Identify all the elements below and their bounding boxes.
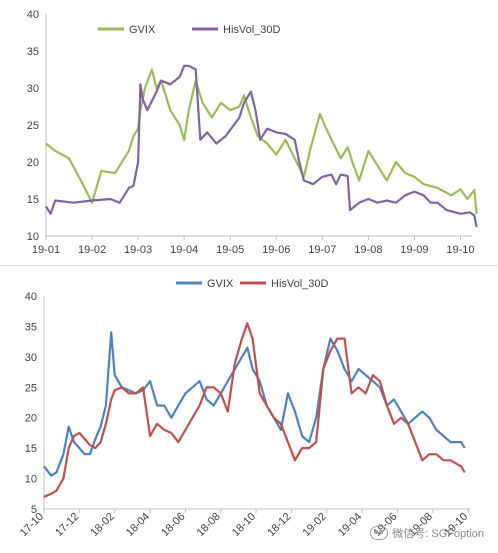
x-tick-label: 19-05 xyxy=(216,244,244,256)
watermark: 微信号: SGFoption xyxy=(370,525,484,541)
y-tick-label: 5 xyxy=(31,504,37,516)
y-tick-label: 15 xyxy=(25,443,37,455)
x-tick-label: 18-10 xyxy=(230,511,258,539)
x-tick-label: 17-12 xyxy=(53,511,81,539)
y-tick-label: 30 xyxy=(25,352,37,364)
x-tick-label: 18-02 xyxy=(88,511,116,539)
chart-bottom: 5 10 15 20 25 30 35 40 17-10 17-12 18-02 18-04 18-06… xyxy=(0,266,498,553)
watermark-text: 微信号: SGFoption xyxy=(392,528,484,540)
x-tick-label: 19-10 xyxy=(446,244,474,256)
x-tick-label: 19-01 xyxy=(32,244,60,256)
y-tick-label: 30 xyxy=(27,83,39,95)
series-line-hisvol-30d xyxy=(43,322,466,498)
y-tick-label: 35 xyxy=(27,46,39,58)
series-line-hisvol-30d xyxy=(45,64,478,228)
x-tick-label: 18-08 xyxy=(195,511,223,539)
series-line-gvix xyxy=(45,68,478,214)
x-tick-label: 19-07 xyxy=(308,244,336,256)
x-tick-label: 19-02 xyxy=(301,511,329,539)
y-tick-label: 20 xyxy=(27,157,39,169)
x-tick-label: 19-06 xyxy=(262,244,290,256)
x-tick-label: 19-03 xyxy=(124,244,152,256)
x-tick-label: 18-06 xyxy=(159,511,187,539)
y-tick-label: 40 xyxy=(25,291,37,303)
y-tick-label: 35 xyxy=(25,321,37,333)
y-tick-label: 10 xyxy=(25,474,37,486)
legend-label: HisVol_30D xyxy=(271,278,329,290)
y-tick-label: 25 xyxy=(25,382,37,394)
series-line-gvix xyxy=(43,331,466,477)
y-tick-label: 15 xyxy=(27,194,39,206)
x-tick-label: 19-09 xyxy=(400,244,428,256)
legend-label: HisVol_30D xyxy=(223,24,281,36)
wechat-icon xyxy=(370,526,389,540)
x-tick-label: 19-04 xyxy=(170,244,198,256)
x-tick-label: 19-04 xyxy=(336,511,364,539)
x-tick-label: 19-08 xyxy=(354,244,382,256)
y-tick-label: 10 xyxy=(27,231,39,243)
y-tick-label: 40 xyxy=(27,9,39,21)
chart-top: 10 15 20 25 30 35 40 19-01 19-02 19-03 19-04 19-05 1… xyxy=(0,0,498,265)
x-tick-label: 18-04 xyxy=(124,511,152,539)
chart-top-canvas: 10 15 20 25 30 35 40 19-01 19-02 19-03 19-04 19-05 1… xyxy=(27,9,478,256)
x-tick-label: 18-12 xyxy=(265,511,293,539)
chart-divider xyxy=(0,265,498,266)
y-tick-label: 25 xyxy=(27,120,39,132)
x-tick-label: 19-02 xyxy=(78,244,106,256)
legend-label: GVIX xyxy=(129,24,156,36)
legend-label: GVIX xyxy=(207,278,234,290)
y-tick-label: 20 xyxy=(25,413,37,425)
